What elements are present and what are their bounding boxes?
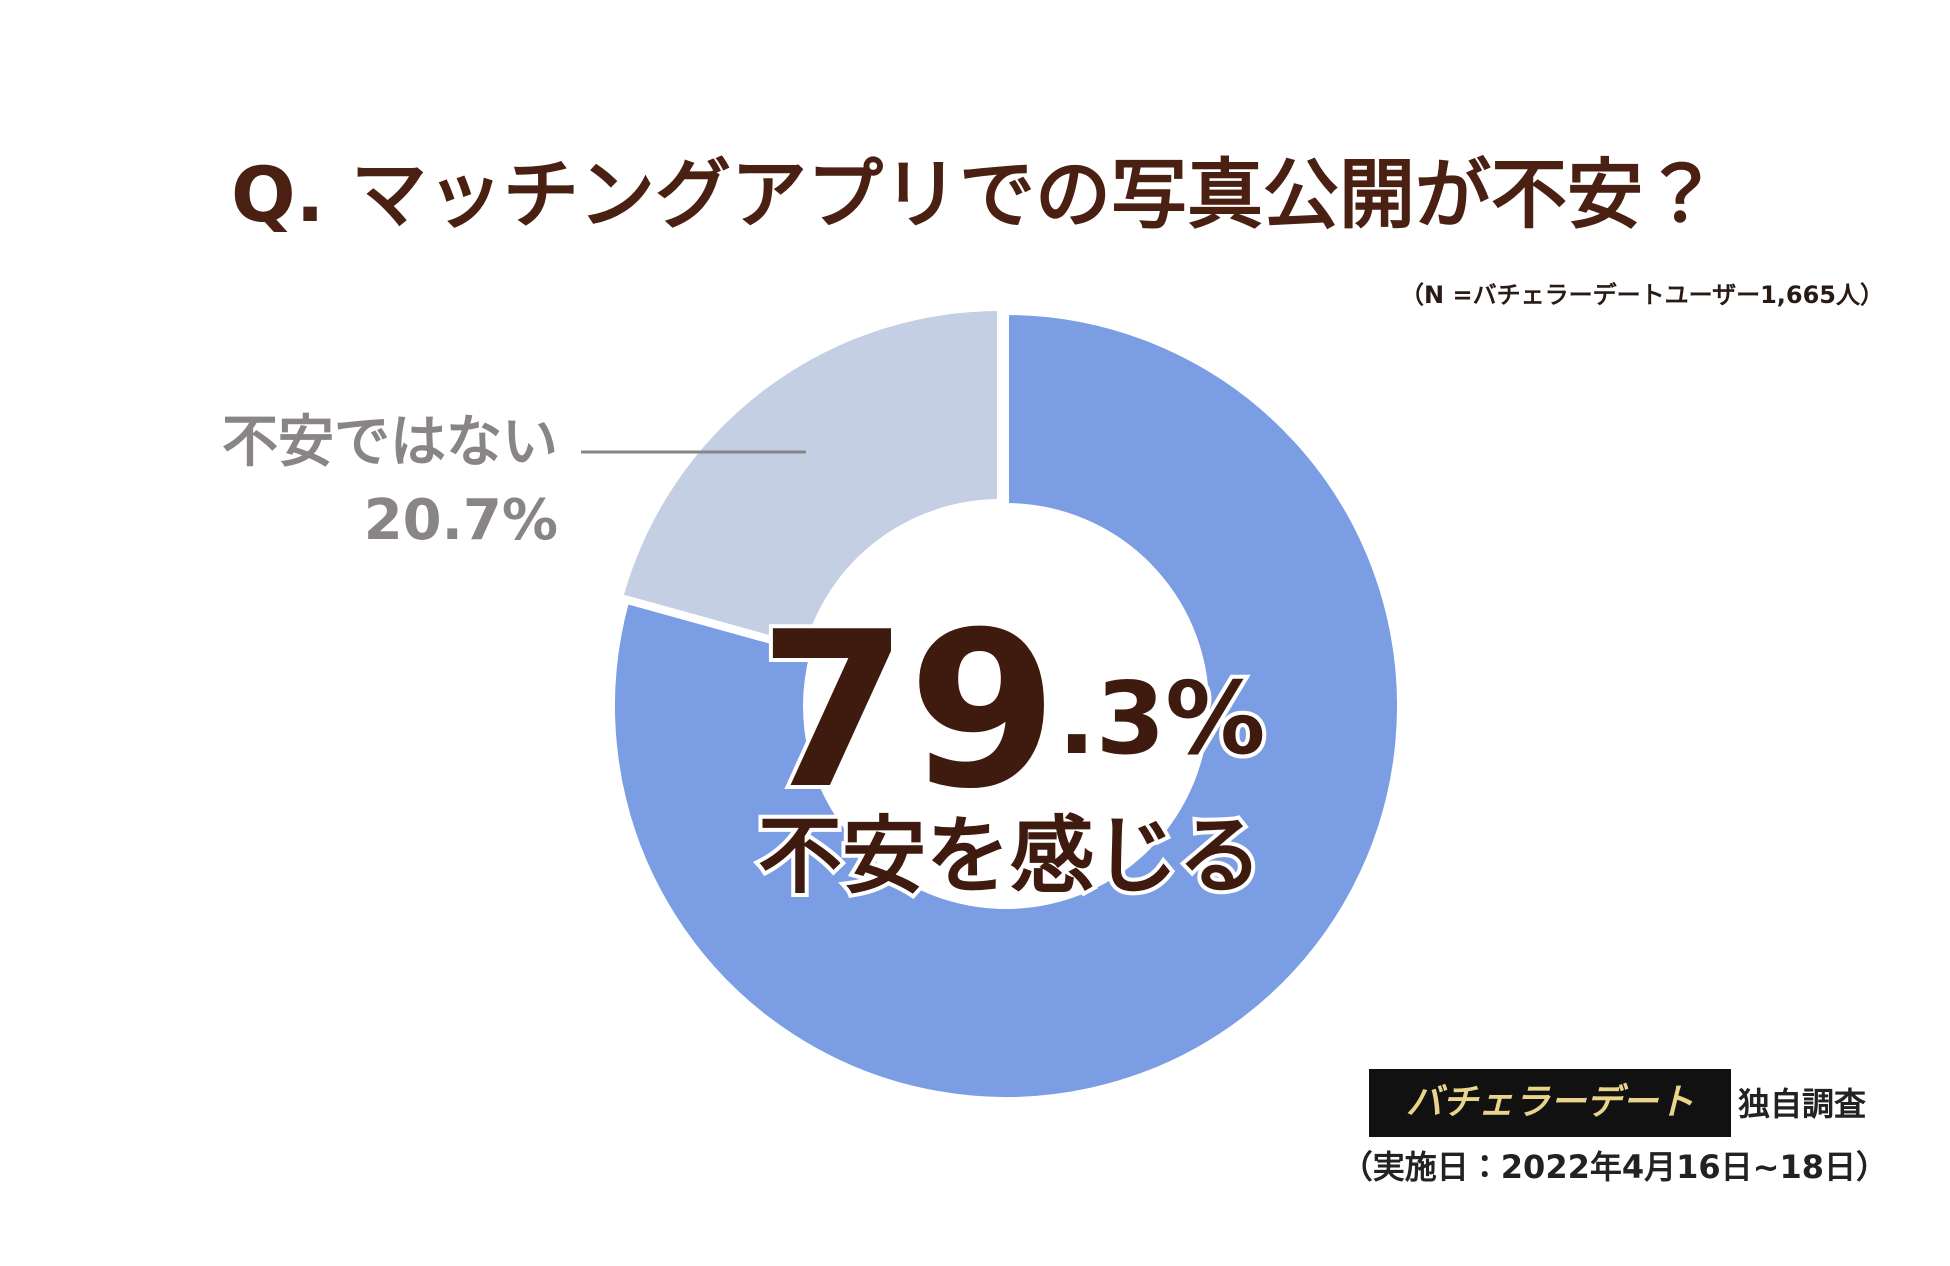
brand-box: [1369, 1069, 1731, 1137]
chart-subtitle: （N =バチェラーデートユーザー1,665人）: [1400, 281, 1884, 309]
chart-title: Q. マッチングアプリでの写真公開が不安？: [231, 150, 1719, 239]
value-label-frac: .3%: [1058, 660, 1266, 777]
value-label: 79.3%: [759, 585, 1266, 836]
date-note: （実施日：2022年4月16日~18日）: [1341, 1148, 1888, 1186]
value-label: 20.7%: [364, 488, 558, 553]
brand: バチェラーデート: [1406, 1082, 1694, 1123]
category-label: 不安を感じる: [758, 807, 1262, 905]
category-label: 不安ではない: [222, 410, 558, 475]
source-label: 独自調査: [1738, 1085, 1866, 1123]
donut-slice: [609, 308, 1403, 1103]
value-label-int: 79: [759, 585, 1058, 836]
donut-slice: [616, 304, 1003, 653]
